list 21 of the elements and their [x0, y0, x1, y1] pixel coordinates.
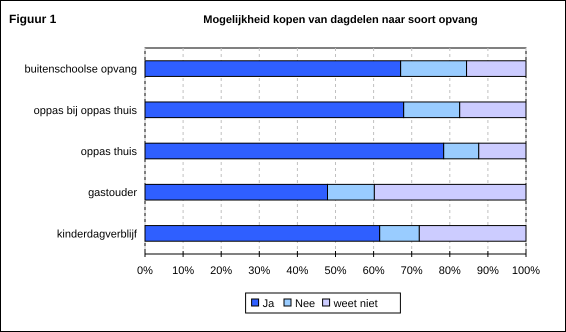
legend-label: Ja [262, 298, 276, 310]
text: Figuur 1 [9, 12, 57, 26]
y-tick-label: gastouder [88, 187, 138, 200]
x-tick-label: 70% [400, 265, 423, 277]
chart-title: Mogelijkheid kopen van dagdelen naar soort opvang [203, 14, 478, 26]
x-tick-label: 90% [476, 265, 500, 277]
y-tick-label: oppas thuis [80, 146, 138, 158]
x-tick-label: 100% [512, 265, 540, 277]
x-tick-label: 40% [286, 265, 309, 277]
x-tick-label: 80% [438, 265, 462, 277]
x-tick-label: 30% [248, 265, 271, 277]
y-tick-label: kinderdagverblijf [56, 228, 138, 240]
legend-label: weet niet [332, 298, 378, 310]
x-tick-label: 20% [210, 265, 232, 277]
legend-label: Nee [295, 298, 316, 310]
x-tick-label: 10% [172, 265, 194, 277]
x-tick-label: 50% [324, 265, 347, 277]
y-tick-label: oppas bij oppas thuis [34, 104, 138, 117]
y-tick-label: buitenschoolse opvang [24, 64, 137, 76]
x-tick-label: 0% [137, 265, 154, 277]
x-tick-label: 60% [362, 265, 385, 277]
